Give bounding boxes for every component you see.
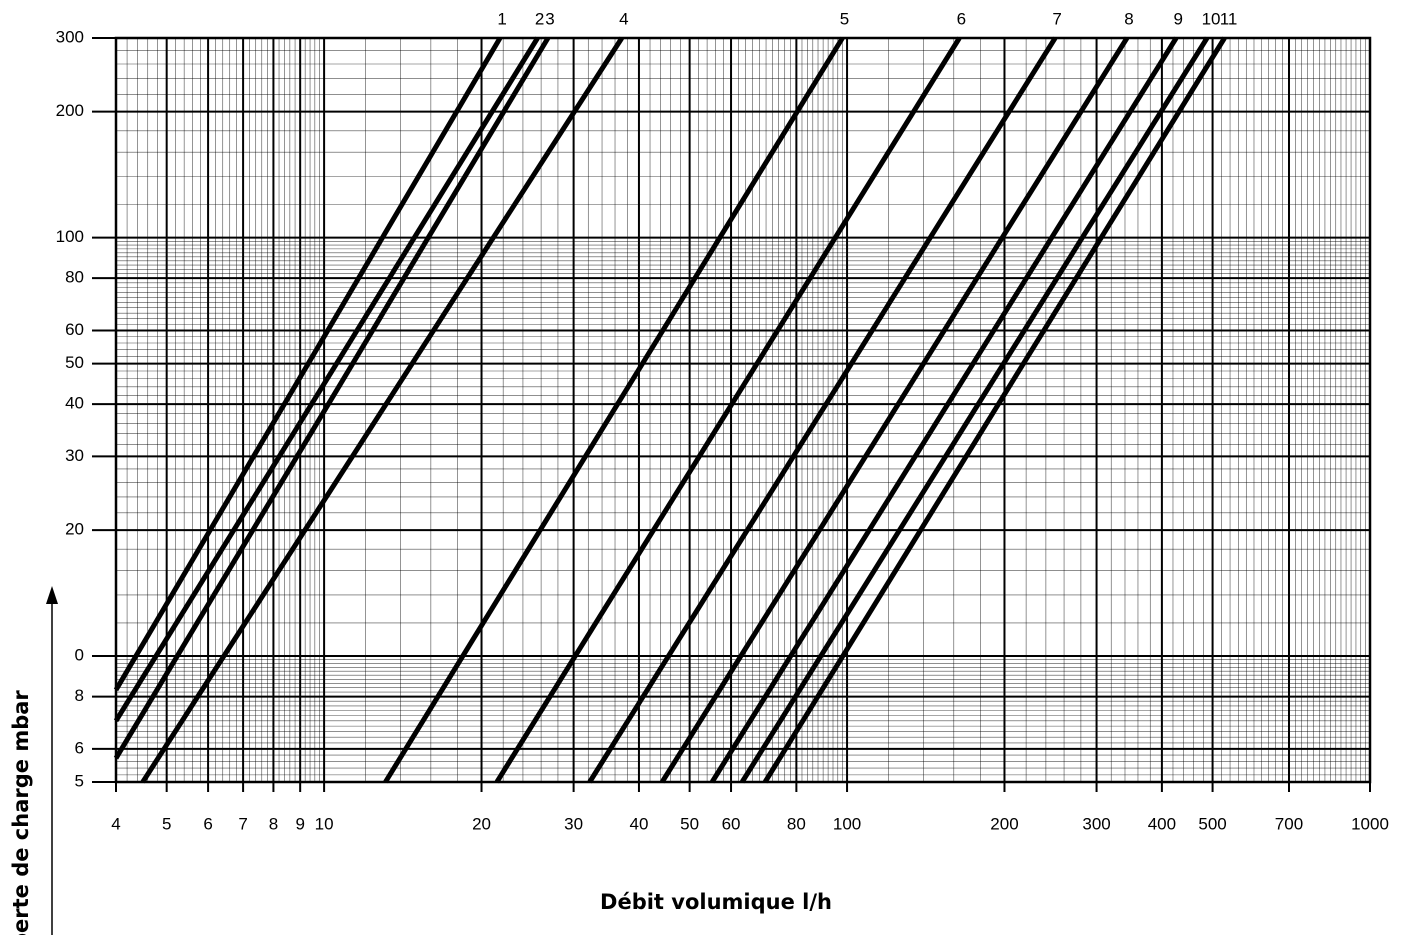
y-tick-label: 60 [65, 320, 84, 339]
series-line [762, 36, 1227, 784]
series-line [660, 36, 1130, 784]
y-tick-label: 80 [65, 268, 84, 287]
x-tick-label: 700 [1275, 814, 1303, 833]
x-tick-label: 7 [238, 814, 247, 833]
y-tick-label: 40 [65, 394, 84, 413]
series-label: 2 [535, 9, 544, 28]
x-tick-label: 8 [269, 814, 278, 833]
x-tick-label: 10 [315, 814, 334, 833]
x-tick-label: 9 [295, 814, 304, 833]
y-tick-label: 8 [75, 686, 84, 705]
x-tick-label: 400 [1148, 814, 1176, 833]
series-line [494, 36, 962, 784]
x-tick-label: 20 [472, 814, 491, 833]
series-label: 7 [1052, 9, 1061, 28]
series-line [113, 36, 551, 760]
x-tick-label: 200 [990, 814, 1018, 833]
series-label: 6 [957, 9, 966, 28]
y-tick-label: 200 [56, 101, 84, 120]
series-line [383, 36, 845, 784]
y-tick-label: 50 [65, 353, 84, 372]
x-tick-label: 50 [680, 814, 699, 833]
y-tick-label: 20 [65, 520, 84, 539]
series-label: 1 [497, 9, 506, 28]
x-tick-label: 300 [1082, 814, 1110, 833]
x-tick-label: 30 [564, 814, 583, 833]
x-axis-title: Débit volumique l/h [600, 890, 832, 914]
series-label: 5 [840, 9, 849, 28]
y-tick-label: 300 [56, 27, 84, 46]
x-tick-label: 500 [1198, 814, 1226, 833]
y-tick-label: 5 [75, 771, 84, 790]
x-tick-label: 5 [162, 814, 171, 833]
series-label: 4 [619, 9, 628, 28]
x-tick-label: 4 [111, 814, 120, 833]
series-label: 9 [1173, 9, 1182, 28]
y-axis-title: perte de charge mbar [9, 690, 33, 935]
x-tick-label: 6 [203, 814, 212, 833]
series-line [113, 36, 503, 692]
series-label: 8 [1124, 9, 1133, 28]
y-tick-label: 30 [65, 446, 84, 465]
series-line [739, 36, 1210, 784]
series-label: 11 [1220, 9, 1238, 28]
series-line [709, 36, 1179, 784]
x-tick-label: 80 [787, 814, 806, 833]
series-line [587, 36, 1058, 784]
y-tick-label: 0 [75, 646, 84, 665]
series-line [140, 36, 624, 784]
x-tick-label: 100 [833, 814, 861, 833]
series-label: 3 [545, 9, 554, 28]
x-tick-label: 1000 [1351, 814, 1389, 833]
series-label: 10 [1202, 9, 1221, 28]
x-tick-label: 40 [629, 814, 648, 833]
y-axis-arrowhead [46, 586, 58, 604]
x-tick-label: 60 [722, 814, 741, 833]
y-tick-label: 100 [56, 227, 84, 246]
series-line [113, 36, 540, 723]
y-tick-label: 6 [75, 738, 84, 757]
plot-frame [114, 36, 1372, 784]
